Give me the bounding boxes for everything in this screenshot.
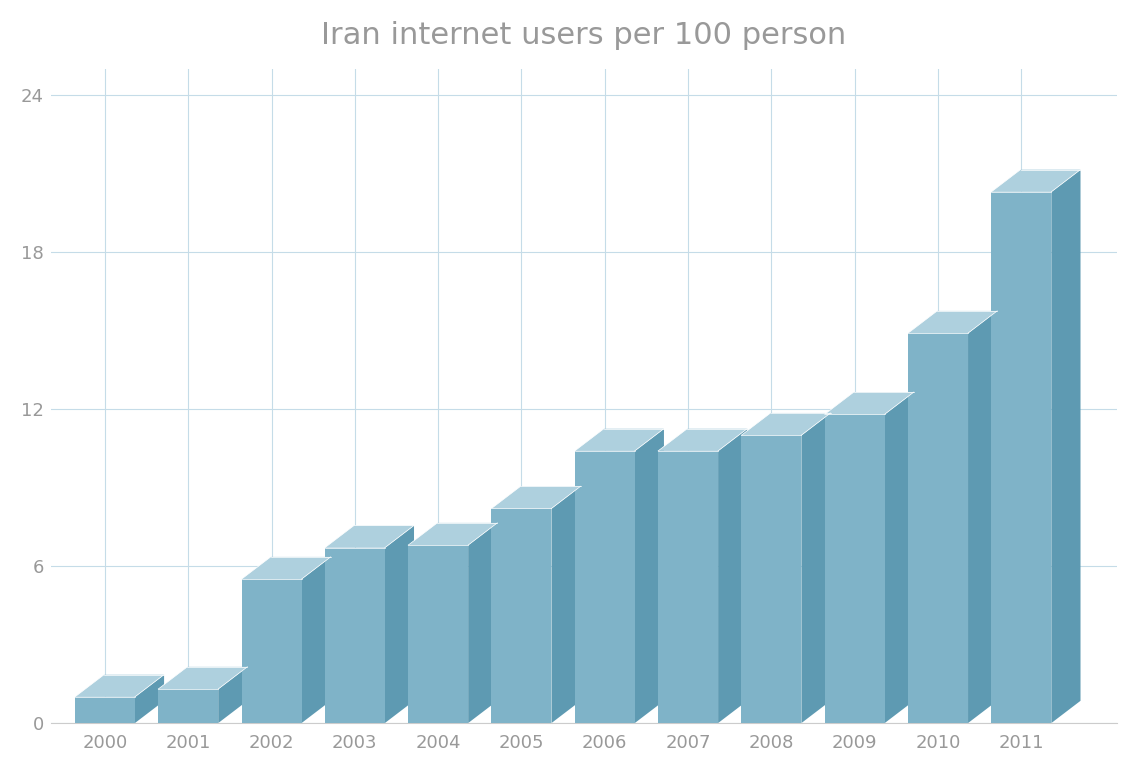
Polygon shape (324, 526, 414, 548)
Polygon shape (552, 486, 580, 723)
Bar (409, 545, 468, 723)
Polygon shape (884, 392, 914, 723)
Polygon shape (575, 429, 663, 451)
Polygon shape (75, 675, 164, 697)
Polygon shape (991, 169, 1080, 192)
Bar (324, 548, 385, 723)
Bar (742, 435, 801, 723)
Polygon shape (158, 667, 247, 689)
Polygon shape (908, 311, 997, 333)
Bar (908, 333, 968, 723)
Polygon shape (135, 675, 164, 723)
Polygon shape (409, 523, 497, 545)
Bar (241, 579, 302, 723)
Polygon shape (302, 557, 331, 723)
Polygon shape (968, 311, 997, 723)
Polygon shape (635, 429, 663, 723)
Polygon shape (825, 392, 914, 414)
Polygon shape (718, 429, 748, 723)
Polygon shape (658, 429, 748, 451)
Bar (75, 697, 135, 723)
Bar (991, 192, 1052, 723)
Polygon shape (742, 413, 831, 435)
Bar (825, 414, 884, 723)
Polygon shape (218, 667, 247, 723)
Polygon shape (1052, 169, 1080, 723)
Bar (575, 451, 635, 723)
Polygon shape (468, 523, 497, 723)
Bar (492, 509, 552, 723)
Polygon shape (241, 557, 331, 579)
Title: Iran internet users per 100 person: Iran internet users per 100 person (321, 21, 847, 49)
Polygon shape (385, 526, 414, 723)
Polygon shape (801, 413, 831, 723)
Bar (658, 451, 718, 723)
Polygon shape (492, 486, 580, 509)
Bar (158, 689, 218, 723)
